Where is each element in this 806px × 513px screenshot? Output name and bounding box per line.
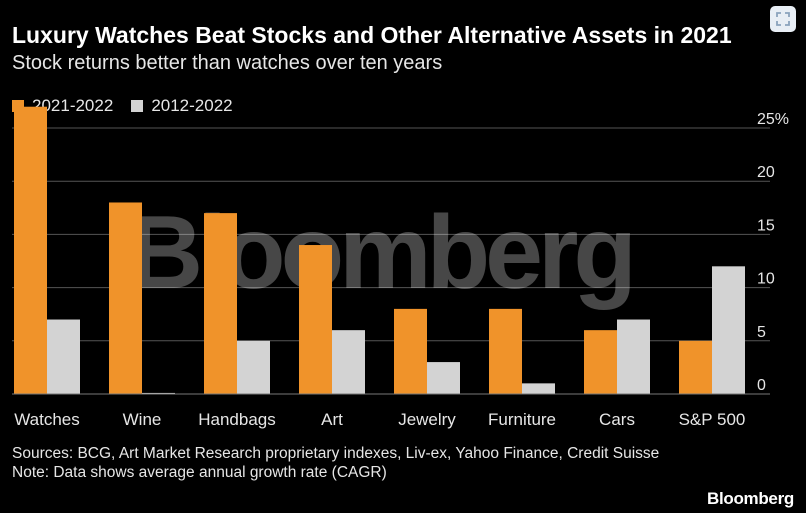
bar-watches-series-2 <box>47 319 80 394</box>
bar-jewelry-series-2 <box>427 362 460 394</box>
x-tick-label-wine: Wine <box>123 410 162 429</box>
chart-title: Luxury Watches Beat Stocks and Other Alt… <box>12 22 732 48</box>
bar-s-p-500-series-1 <box>679 340 712 394</box>
legend: 2021-2022 2012-2022 <box>12 96 233 116</box>
bar-chart: 0 5 10 15 20 25% Bloomberg Watches Wine Handbags A… <box>12 106 789 429</box>
bar-wine-series-2 <box>142 392 175 394</box>
y-tick-label-5: 5 <box>757 324 766 341</box>
legend-swatch-series-2 <box>131 100 144 112</box>
bar-handbags-series-1 <box>204 213 237 394</box>
y-tick-label-20: 20 <box>757 164 775 181</box>
bar-cars-series-2 <box>617 319 650 394</box>
legend-item-series-2: 2012-2022 <box>131 96 233 116</box>
legend-label-series-2: 2012-2022 <box>151 96 233 115</box>
bar-handbags-series-2 <box>237 340 270 394</box>
x-tick-label-jewelry: Jewelry <box>398 410 456 429</box>
bar-art-series-1 <box>299 245 332 394</box>
bar-furniture-series-1 <box>489 308 522 394</box>
y-tick-label-15: 15 <box>757 217 775 234</box>
bloomberg-watermark: Bloomberg <box>128 195 632 311</box>
x-tick-label-art: Art <box>321 410 343 429</box>
bar-cars-series-1 <box>584 330 617 394</box>
chart-subtitle: Stock returns better than watches over t… <box>12 52 443 74</box>
x-tick-label-watches: Watches <box>14 410 80 429</box>
bar-wine-series-1 <box>109 202 142 394</box>
x-tick-label-s-p-500: S&P 500 <box>679 410 746 429</box>
y-tick-label-25: 25% <box>757 111 789 128</box>
sources-text: Sources: BCG, Art Market Research propri… <box>12 445 660 462</box>
bar-furniture-series-2 <box>522 383 555 394</box>
chart-footer: Sources: BCG, Art Market Research propri… <box>12 444 672 482</box>
x-tick-label-cars: Cars <box>599 410 635 429</box>
legend-label-series-1: 2021-2022 <box>32 96 114 115</box>
bar-s-p-500-series-2 <box>712 266 745 394</box>
bar-watches-series-1 <box>14 106 47 394</box>
y-tick-label-10: 10 <box>757 271 775 288</box>
bar-art-series-2 <box>332 330 365 394</box>
bloomberg-logo: Bloomberg <box>706 489 794 508</box>
x-tick-label-handbags: Handbags <box>198 410 276 429</box>
note-text: Note: Data shows average annual growth r… <box>12 464 387 481</box>
expand-icon[interactable] <box>770 6 796 32</box>
y-tick-label-0: 0 <box>757 377 766 394</box>
x-tick-label-furniture: Furniture <box>488 410 556 429</box>
bar-jewelry-series-1 <box>394 308 427 394</box>
